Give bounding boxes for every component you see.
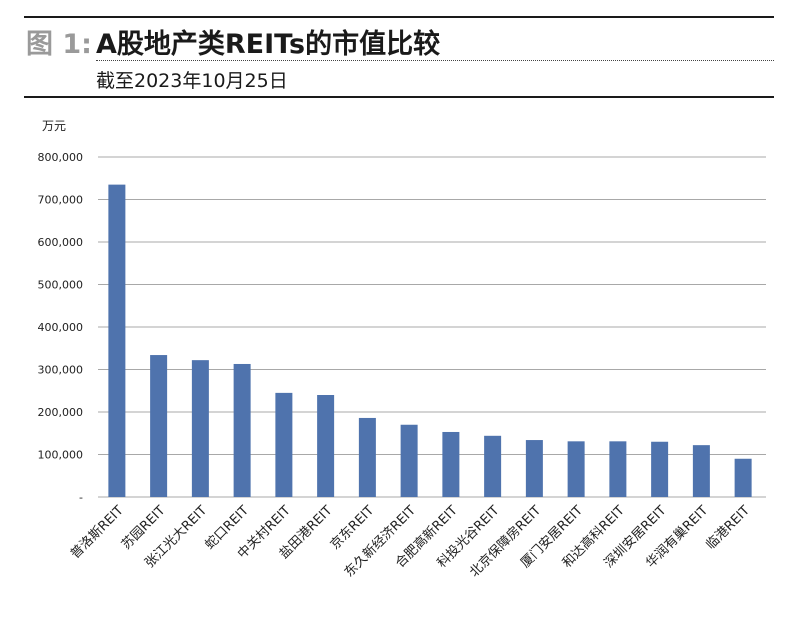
bar [150, 355, 168, 497]
bar [651, 441, 669, 497]
bar [358, 417, 376, 497]
x-tick-label: 临港REIT [703, 503, 753, 553]
dotted-divider [96, 60, 774, 61]
y-axis-ticks: - 100,000 200,000 300,000 400,000 500,000 600,… [38, 151, 84, 504]
bar [525, 440, 543, 497]
bar [191, 360, 209, 497]
bar [734, 458, 752, 497]
y-unit-label: 万元 [42, 119, 66, 133]
gridlines [98, 156, 766, 498]
y-tick-label: 500,000 [38, 279, 84, 292]
bar [108, 184, 126, 497]
x-tick-label: 普洛斯REIT [68, 503, 127, 562]
figure-label: 图 1: [26, 29, 92, 60]
bar [692, 445, 710, 497]
x-axis-labels: 普洛斯REIT苏园REIT张江光大REIT蛇口REIT中关村REIT盐田港REI… [68, 502, 753, 580]
bar [317, 395, 335, 497]
y-tick-label: 700,000 [38, 194, 84, 207]
y-tick-label: 200,000 [38, 406, 84, 419]
bar [484, 435, 502, 497]
bar [442, 431, 460, 497]
x-tick-label: 东久新经济REIT [341, 502, 419, 580]
bars [108, 184, 752, 497]
bar [275, 392, 293, 497]
bar [233, 363, 251, 497]
x-tick-label: 北京保障房REIT [466, 502, 544, 580]
y-tick-label: - [79, 491, 83, 504]
chart-title: A股地产类REITs的市值比较 [96, 29, 441, 60]
y-tick-label: 800,000 [38, 151, 84, 164]
y-tick-label: 400,000 [38, 321, 84, 334]
chart-subtitle: 截至2023年10月25日 [96, 70, 288, 92]
y-tick-label: 300,000 [38, 364, 84, 377]
header-rule [24, 96, 774, 98]
y-tick-label: 600,000 [38, 236, 84, 249]
bar [609, 441, 627, 497]
top-rule [24, 16, 774, 18]
bar [567, 441, 585, 497]
bar [400, 424, 418, 497]
y-tick-label: 100,000 [38, 449, 84, 462]
